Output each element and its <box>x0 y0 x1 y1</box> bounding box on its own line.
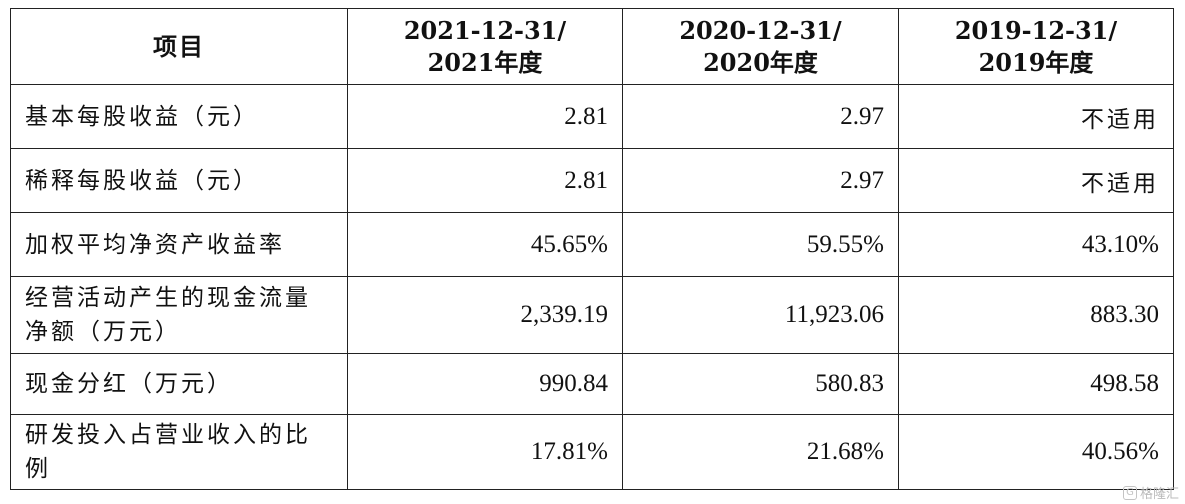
row-label: 现金分红（万元） <box>10 353 348 415</box>
header-2021-year: 2021年度 <box>427 47 543 77</box>
watermark: G 格隆汇 <box>1122 483 1179 502</box>
table-row: 加权平均净资产收益率 45.65% 59.55% 43.10% <box>10 212 1174 277</box>
header-2019-date: 2019-12-31/ <box>954 15 1118 45</box>
cell-2020: 2.97 <box>622 84 899 149</box>
header-2019-year: 2019年度 <box>978 47 1094 77</box>
cell-2021: 2.81 <box>347 84 623 149</box>
header-2021-date: 2021-12-31/ <box>403 15 567 45</box>
cell-2021: 990.84 <box>347 353 623 415</box>
header-row: 项目 2021-12-31/ 2021年度 2020-12-31/ 2020年度… <box>10 8 1174 85</box>
financial-indicators-table: 项目 2021-12-31/ 2021年度 2020-12-31/ 2020年度… <box>10 8 1174 490</box>
cell-2019: 40.56% <box>898 414 1174 490</box>
row-label: 加权平均净资产收益率 <box>10 212 348 277</box>
cell-2019: 不适用 <box>898 148 1174 213</box>
row-label: 基本每股收益（元） <box>10 84 348 149</box>
cell-2021: 2,339.19 <box>347 276 623 354</box>
cell-2020: 21.68% <box>622 414 899 490</box>
cell-2019: 43.10% <box>898 212 1174 277</box>
header-2020-date: 2020-12-31/ <box>679 15 842 45</box>
header-2020-year: 2020年度 <box>703 47 818 77</box>
cell-2021: 17.81% <box>347 414 623 490</box>
cell-2019: 883.30 <box>898 276 1174 354</box>
header-2021: 2021-12-31/ 2021年度 <box>347 8 623 85</box>
cell-2021: 2.81 <box>347 148 623 213</box>
cell-2019: 498.58 <box>898 353 1174 415</box>
table-row: 经营活动产生的现金流量净额（万元） 2,339.19 11,923.06 883… <box>10 276 1174 354</box>
table-row: 基本每股收益（元） 2.81 2.97 不适用 <box>10 84 1174 149</box>
cell-2019: 不适用 <box>898 84 1174 149</box>
header-2020: 2020-12-31/ 2020年度 <box>622 8 899 85</box>
cell-2020: 580.83 <box>622 353 899 415</box>
gelonghui-logo-icon: G <box>1122 485 1137 500</box>
row-label: 研发投入占营业收入的比例 <box>10 414 348 490</box>
cell-2020: 11,923.06 <box>622 276 899 354</box>
cell-2020: 59.55% <box>622 212 899 277</box>
header-2019: 2019-12-31/ 2019年度 <box>898 8 1174 85</box>
row-label: 经营活动产生的现金流量净额（万元） <box>10 276 348 354</box>
cell-2021: 45.65% <box>347 212 623 277</box>
watermark-text: 格隆汇 <box>1139 487 1179 502</box>
table-row: 稀释每股收益（元） 2.81 2.97 不适用 <box>10 148 1174 213</box>
cell-2020: 2.97 <box>622 148 899 213</box>
table-row: 现金分红（万元） 990.84 580.83 498.58 <box>10 353 1174 415</box>
row-label: 稀释每股收益（元） <box>10 148 348 213</box>
header-item: 项目 <box>10 8 348 85</box>
table-row: 研发投入占营业收入的比例 17.81% 21.68% 40.56% <box>10 414 1174 490</box>
